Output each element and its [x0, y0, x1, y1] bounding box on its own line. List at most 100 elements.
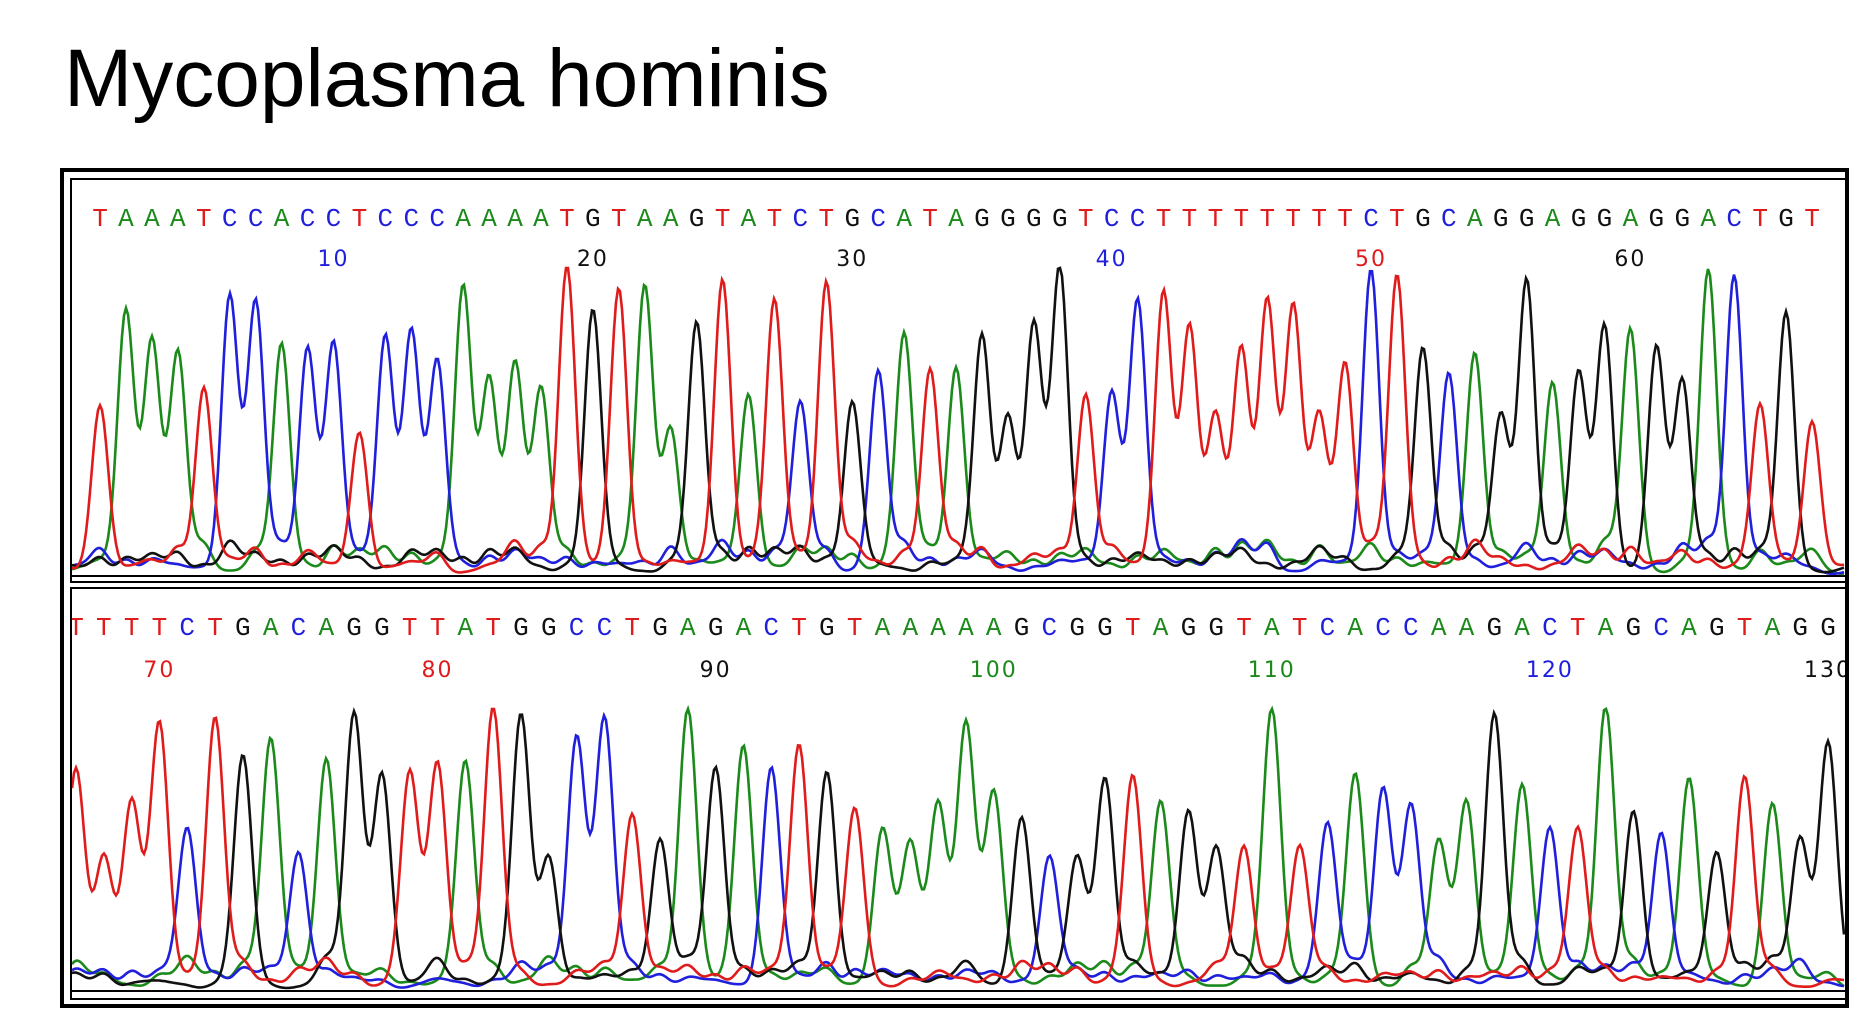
- base-call-A: A: [986, 613, 1002, 643]
- base-call-C: C: [403, 204, 419, 234]
- base-call-A: A: [1347, 613, 1363, 643]
- base-call-A: A: [958, 613, 974, 643]
- base-call-G: G: [1493, 204, 1509, 234]
- base-call-G: G: [1208, 613, 1224, 643]
- base-call-G: G: [1792, 613, 1808, 643]
- base-call-T: T: [1259, 204, 1275, 234]
- base-call-G: G: [374, 613, 390, 643]
- base-call-G: G: [1571, 204, 1587, 234]
- base-call-A: A: [1153, 613, 1169, 643]
- base-call-T: T: [1234, 204, 1250, 234]
- base-call-G: G: [235, 613, 251, 643]
- base-call-A: A: [507, 204, 523, 234]
- trace-C: [72, 711, 1845, 989]
- chromatogram-panel-bottom: TTTTCTGACAGGTTATGGCCTGAGACTGTAAAAAGCGGTA…: [70, 587, 1847, 1000]
- base-call-G: G: [819, 613, 835, 643]
- base-call-A: A: [318, 613, 334, 643]
- base-call-T: T: [1570, 613, 1586, 643]
- base-call-A: A: [170, 204, 186, 234]
- base-call-A: A: [896, 204, 912, 234]
- base-call-T: T: [1156, 204, 1172, 234]
- position-label: 110: [1248, 658, 1296, 683]
- base-call-G: G: [513, 613, 529, 643]
- position-label: 120: [1526, 658, 1574, 683]
- base-call-T: T: [1236, 613, 1252, 643]
- base-call-T: T: [72, 613, 84, 643]
- base-call-T: T: [124, 613, 140, 643]
- base-call-A: A: [637, 204, 653, 234]
- trace-T: [72, 707, 1845, 988]
- base-call-A: A: [458, 613, 474, 643]
- base-call-T: T: [1389, 204, 1405, 234]
- position-label: 70: [143, 658, 175, 683]
- base-call-G: G: [689, 204, 705, 234]
- base-call-A: A: [948, 204, 964, 234]
- base-call-A: A: [1467, 204, 1483, 234]
- base-call-G: G: [1052, 204, 1068, 234]
- base-call-T: T: [1311, 204, 1327, 234]
- base-call-C: C: [1375, 613, 1391, 643]
- position-label: 40: [1096, 247, 1128, 272]
- trace-T: [72, 266, 1845, 574]
- base-call-T: T: [207, 613, 223, 643]
- base-call-G: G: [346, 613, 362, 643]
- base-call-G: G: [1778, 204, 1794, 234]
- base-call-G: G: [708, 613, 724, 643]
- base-call-C: C: [597, 613, 613, 643]
- base-call-A: A: [1765, 613, 1781, 643]
- base-call-A: A: [263, 613, 279, 643]
- base-call-G: G: [1026, 204, 1042, 234]
- position-label: 60: [1614, 247, 1646, 272]
- base-call-G: G: [1097, 613, 1113, 643]
- base-call-C: C: [1042, 613, 1058, 643]
- base-call-G: G: [1709, 613, 1725, 643]
- base-call-G: G: [1820, 613, 1836, 643]
- base-call-G: G: [1000, 204, 1016, 234]
- base-call-A: A: [455, 204, 471, 234]
- base-call-G: G: [1415, 204, 1431, 234]
- base-call-A: A: [481, 204, 497, 234]
- position-label: 130: [1804, 658, 1845, 683]
- base-call-C: C: [1542, 613, 1558, 643]
- base-call-A: A: [875, 613, 891, 643]
- base-call-T: T: [1182, 204, 1198, 234]
- base-call-T: T: [818, 204, 834, 234]
- base-call-C: C: [1104, 204, 1120, 234]
- chromatogram-bottom-svg: TTTTCTGACAGGTTATGGCCTGAGACTGTAAAAAGCGGTA…: [72, 613, 1845, 992]
- base-call-C: C: [1441, 204, 1457, 234]
- base-call-C: C: [763, 613, 779, 643]
- position-label: 90: [700, 658, 732, 683]
- base-call-C: C: [1653, 613, 1669, 643]
- base-call-A: A: [1623, 204, 1639, 234]
- position-label: 80: [422, 658, 454, 683]
- base-call-G: G: [1181, 613, 1197, 643]
- base-call-T: T: [1292, 613, 1308, 643]
- position-label: 10: [317, 247, 349, 272]
- base-call-A: A: [1598, 613, 1614, 643]
- base-call-C: C: [793, 204, 809, 234]
- base-call-G: G: [1649, 204, 1665, 234]
- base-call-C: C: [248, 204, 264, 234]
- base-call-G: G: [1674, 204, 1690, 234]
- trace-G: [72, 266, 1845, 574]
- base-call-A: A: [1459, 613, 1475, 643]
- base-call-G: G: [1069, 613, 1085, 643]
- trace-G: [72, 706, 1845, 990]
- base-call-A: A: [736, 613, 752, 643]
- base-call-T: T: [611, 204, 627, 234]
- base-call-A: A: [118, 204, 134, 234]
- base-call-G: G: [585, 204, 601, 234]
- base-call-C: C: [569, 613, 585, 643]
- base-call-C: C: [179, 613, 195, 643]
- base-call-A: A: [902, 613, 918, 643]
- trace-A: [72, 268, 1845, 576]
- base-call-G: G: [1486, 613, 1502, 643]
- base-call-A: A: [274, 204, 290, 234]
- base-call-G: G: [652, 613, 668, 643]
- position-label: 20: [577, 247, 609, 272]
- base-call-C: C: [291, 613, 307, 643]
- base-call-C: C: [222, 204, 238, 234]
- base-call-T: T: [922, 204, 938, 234]
- base-call-T: T: [1804, 204, 1820, 234]
